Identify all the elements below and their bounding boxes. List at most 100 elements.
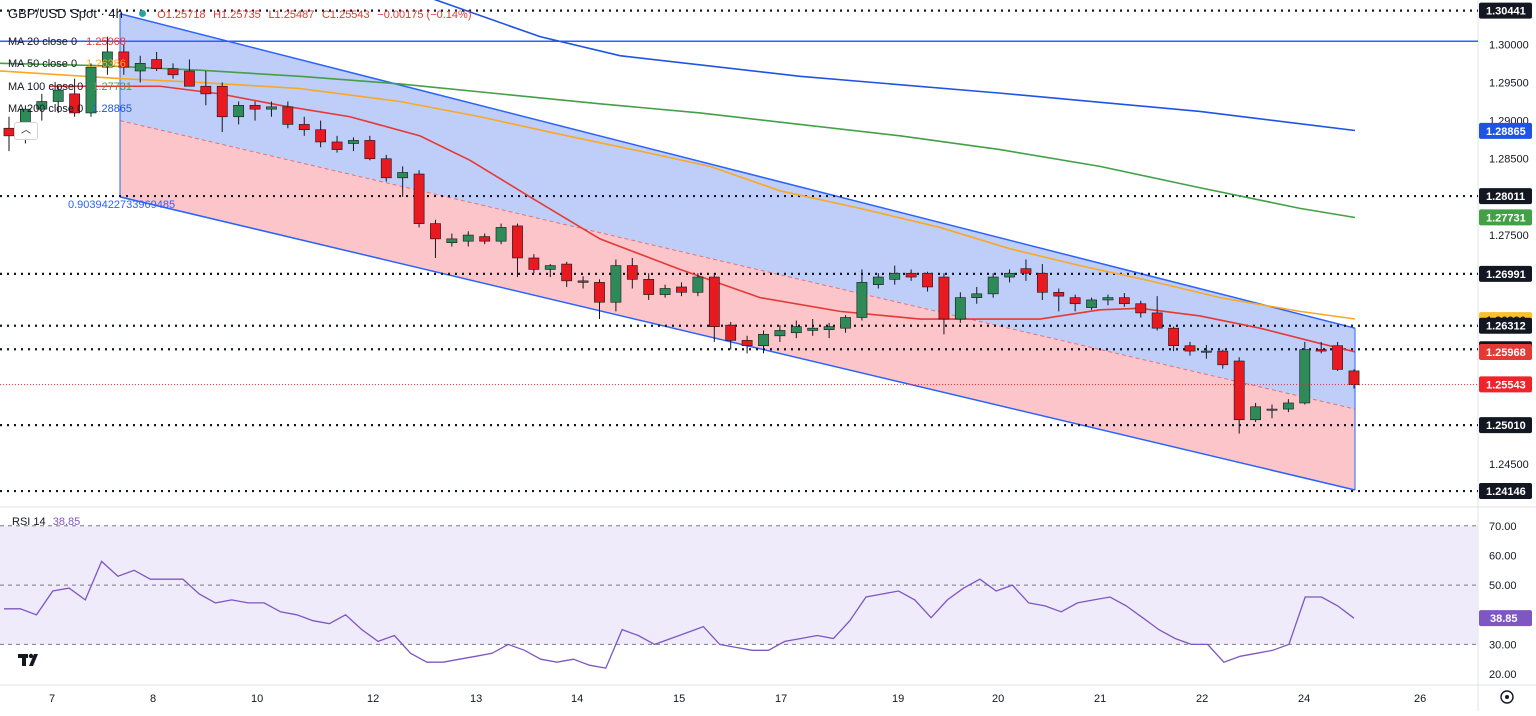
candle-body <box>348 140 359 144</box>
time-tick-label: 14 <box>571 693 583 705</box>
candle-body <box>512 225 523 259</box>
rsi-value: 38.85 <box>52 516 81 528</box>
ma-line-ma20 <box>50 85 1356 353</box>
ma-line-ma200 <box>433 0 1356 132</box>
candle-body <box>479 236 491 242</box>
candle-body <box>954 297 966 320</box>
candle-body <box>1233 360 1245 421</box>
candle-body <box>1217 350 1229 366</box>
rsi-tick-label: 20.00 <box>1489 669 1517 681</box>
candle-body <box>1036 272 1048 293</box>
price-tag-bg <box>1479 122 1532 139</box>
candle-body <box>577 280 589 283</box>
candle-body <box>298 124 310 131</box>
chart-header: GBP/USD Spot · 4h O1.25718 H1.25735 L1.2… <box>8 6 475 21</box>
candle-body <box>397 172 409 179</box>
candle-body <box>528 257 540 270</box>
price-tick-label: 1.30000 <box>1489 39 1529 51</box>
time-tick-label: 22 <box>1196 693 1208 705</box>
ma-line-ma100 <box>0 62 1356 219</box>
price-tag-label: 1.26991 <box>1486 269 1526 281</box>
candle-body <box>151 59 163 69</box>
candle-body <box>1151 312 1163 329</box>
candle-body <box>1266 408 1278 411</box>
candle-body <box>692 276 704 293</box>
channel-lower-fill <box>120 120 1355 490</box>
candle-body <box>167 68 179 76</box>
price-tag-bg <box>1479 2 1532 19</box>
candle-body <box>1184 345 1196 352</box>
price-tick-label: 1.27500 <box>1489 230 1529 242</box>
candle-body <box>708 276 720 327</box>
time-tick-label: 20 <box>992 693 1004 705</box>
gear-icon[interactable] <box>1500 690 1514 704</box>
candle-body <box>1135 303 1147 314</box>
candle-body <box>758 333 769 347</box>
price-tick-label: 1.28500 <box>1489 154 1529 166</box>
candle-body <box>446 238 458 243</box>
candle-body <box>462 234 474 242</box>
rsi-legend[interactable]: RSI 14 38.85 <box>12 516 80 528</box>
candle-body <box>725 324 737 341</box>
candle-body <box>1102 297 1114 301</box>
ma20-value: 1.25968 <box>86 36 126 48</box>
time-tick-label: 13 <box>470 693 482 705</box>
candle-body <box>1086 299 1097 308</box>
candle-body <box>266 106 277 110</box>
candle-body <box>905 272 917 278</box>
market-status-dot <box>138 10 146 17</box>
candle-body <box>413 173 425 224</box>
price-tag-label: 1.27731 <box>1486 212 1526 224</box>
symbol-title: GBP/USD Spot · 4h <box>8 6 123 21</box>
ohlc-close: C1.25543 <box>321 9 370 21</box>
price-tag-bg <box>1479 209 1532 226</box>
candle-body <box>544 265 556 270</box>
candle-body <box>1250 406 1261 421</box>
channel-fib-label: 0.9039422733969485 <box>68 199 175 211</box>
candle-body <box>594 282 605 303</box>
candle-body <box>1332 345 1343 370</box>
time-tick-label: 19 <box>892 693 904 705</box>
candle-body <box>790 326 802 334</box>
price-tag-label: 1.30441 <box>1486 6 1526 18</box>
candle-body <box>987 276 999 295</box>
ma100-legend[interactable]: MA 100 close 0 1.27731 <box>8 81 132 93</box>
candle-body <box>216 85 228 118</box>
rsi-label: RSI 14 <box>12 516 46 528</box>
price-tag-label: 1.25010 <box>1486 420 1526 432</box>
ma20-legend[interactable]: MA 20 close 0 1.25968 <box>8 36 126 48</box>
candle-body <box>1348 370 1360 385</box>
ohlc-low: L1.25487 <box>268 9 315 21</box>
rsi-tick-label: 60.00 <box>1489 550 1517 562</box>
candle-body <box>249 105 261 110</box>
price-tag-label: 1.28011 <box>1486 191 1525 203</box>
price-tag-bg <box>1479 317 1532 334</box>
time-tick-label: 26 <box>1414 693 1426 705</box>
channel-top-line <box>119 13 1356 329</box>
candle-body <box>626 265 638 280</box>
rsi-tick-label: 30.00 <box>1489 639 1517 651</box>
ma200-legend[interactable]: MA 200 close 0 1.28865 <box>8 103 132 115</box>
candle-body <box>495 227 507 242</box>
ma50-legend[interactable]: MA 50 close 0 1.26386 <box>8 58 126 70</box>
candle-body <box>184 70 195 87</box>
collapse-legend-button[interactable]: ︿ <box>14 122 38 140</box>
price-tag-bg <box>1479 265 1532 282</box>
price-tag-bg <box>1479 376 1532 393</box>
price-tag-bg <box>1479 417 1532 434</box>
time-tick-label: 21 <box>1094 693 1106 705</box>
candle-body <box>52 89 64 102</box>
time-tick-label: 17 <box>775 693 787 705</box>
candle-body <box>1283 402 1294 410</box>
time-tick-label: 12 <box>367 693 379 705</box>
candle-body <box>840 317 851 329</box>
tradingview-logo-icon[interactable] <box>18 652 44 673</box>
rsi-tick-label: 50.00 <box>1489 580 1517 592</box>
rsi-line <box>4 560 1355 669</box>
candle-body <box>676 286 687 293</box>
gear-center <box>1505 695 1509 699</box>
ma-line-ma50 <box>0 70 1356 320</box>
candle-body <box>1118 297 1130 305</box>
